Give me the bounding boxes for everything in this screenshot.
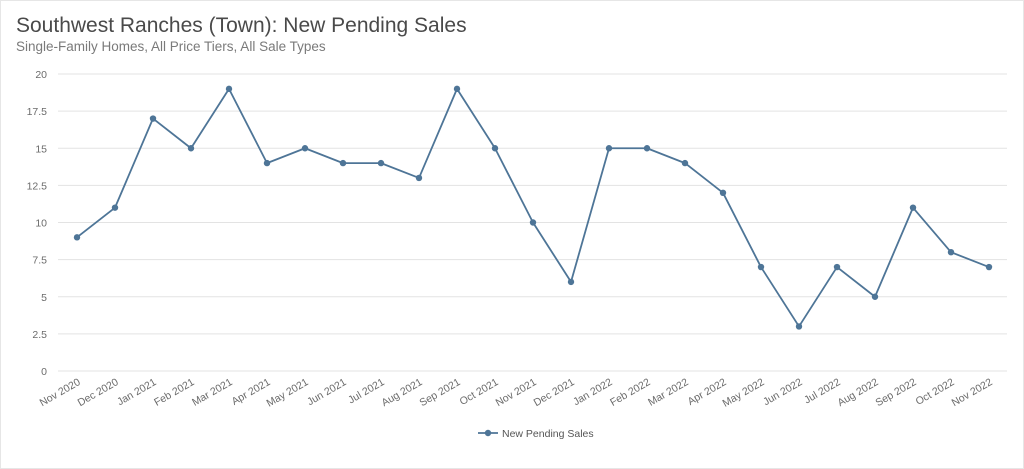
data-point[interactable]	[757, 263, 765, 271]
y-tick-label: 5	[41, 292, 47, 304]
data-point[interactable]	[643, 145, 651, 152]
legend[interactable]: New Pending Sales	[478, 428, 594, 440]
y-tick-label: 7.5	[32, 255, 47, 267]
x-tick-label: May 2021	[265, 376, 311, 410]
x-tick-label: Nov 2020	[38, 376, 83, 409]
data-point[interactable]	[947, 249, 955, 256]
x-tick-label: Dec 2021	[532, 376, 577, 409]
x-tick-label: Jun 2022	[761, 376, 805, 408]
data-point[interactable]	[529, 219, 537, 226]
legend-label: New Pending Sales	[502, 428, 594, 440]
data-point[interactable]	[871, 293, 879, 300]
x-tick-label: Oct 2021	[458, 376, 501, 408]
x-tick-label: Sep 2021	[418, 376, 463, 409]
x-tick-label: Jan 2021	[115, 376, 159, 408]
y-tick-label: 12.5	[27, 180, 48, 192]
series-line	[76, 87, 990, 328]
y-tick-label: 17.5	[27, 106, 48, 118]
x-tick-label: Feb 2022	[608, 376, 653, 409]
gridlines	[58, 73, 1007, 372]
data-point[interactable]	[605, 145, 613, 152]
y-axis-ticks: 0 2.5 5 7.5 10 12.5 15 17.5 20	[27, 69, 48, 378]
data-point[interactable]	[681, 159, 689, 167]
x-tick-label: Aug 2022	[836, 376, 881, 409]
chart-subtitle: Single-Family Homes, All Price Tiers, Al…	[16, 39, 326, 54]
data-point[interactable]	[339, 159, 347, 167]
data-point[interactable]	[111, 204, 119, 211]
data-point[interactable]	[491, 145, 499, 152]
y-tick-label: 20	[35, 69, 47, 81]
data-point[interactable]	[149, 115, 157, 122]
y-tick-label: 15	[35, 143, 47, 155]
chart-title: Southwest Ranches (Town): New Pending Sa…	[16, 14, 467, 37]
x-tick-label: Feb 2021	[152, 376, 197, 409]
x-tick-label: Oct 2022	[914, 376, 957, 408]
data-point[interactable]	[985, 263, 993, 271]
data-point[interactable]	[225, 85, 233, 93]
x-tick-label: Nov 2021	[494, 376, 539, 409]
series-points	[73, 85, 993, 330]
x-tick-label: Dec 2020	[76, 376, 121, 409]
x-tick-label: Aug 2021	[380, 376, 425, 409]
data-point[interactable]	[301, 145, 309, 152]
y-tick-label: 10	[35, 218, 47, 230]
x-tick-label: Jan 2022	[571, 376, 615, 408]
data-point[interactable]	[73, 234, 81, 241]
data-point[interactable]	[795, 323, 803, 330]
data-point[interactable]	[415, 174, 423, 182]
data-point[interactable]	[377, 159, 385, 167]
x-tick-label: Sep 2022	[874, 376, 919, 409]
data-point[interactable]	[187, 145, 195, 152]
data-point[interactable]	[909, 204, 917, 211]
y-tick-label: 0	[41, 366, 47, 378]
x-tick-label: Jun 2021	[305, 376, 349, 408]
x-tick-label: Mar 2021	[190, 376, 235, 409]
x-tick-label: May 2022	[721, 376, 767, 410]
data-point[interactable]	[453, 85, 461, 93]
data-point[interactable]	[719, 189, 727, 196]
series-lines	[76, 87, 990, 328]
data-point[interactable]	[833, 263, 841, 271]
x-tick-label: Mar 2022	[646, 376, 691, 409]
legend-marker	[484, 429, 492, 437]
data-point[interactable]	[263, 159, 271, 167]
y-tick-label: 2.5	[32, 329, 47, 341]
data-point[interactable]	[567, 278, 575, 286]
x-tick-label: Nov 2022	[950, 376, 995, 409]
